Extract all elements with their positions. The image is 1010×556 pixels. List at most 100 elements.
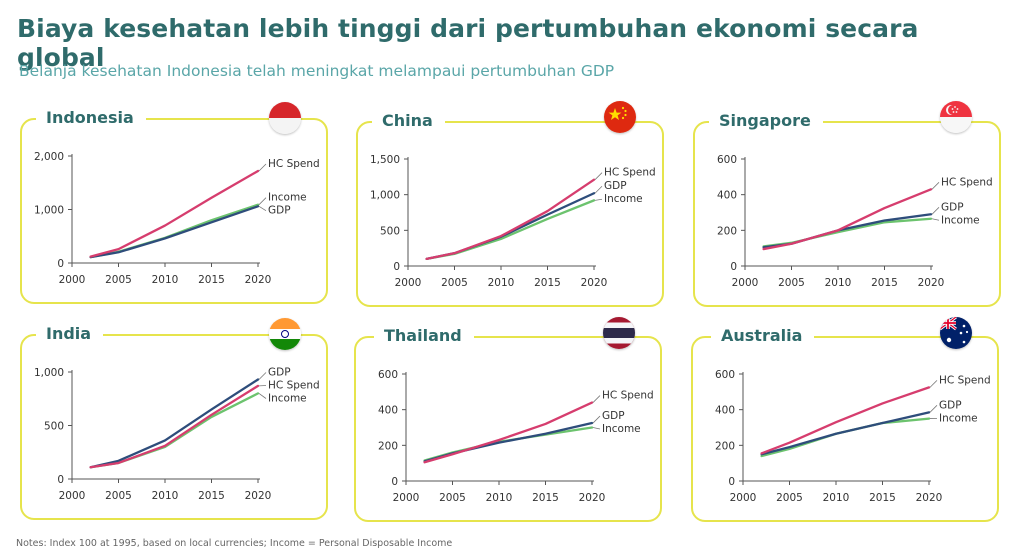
series-line-gdp-indonesia	[89, 205, 260, 259]
chart-australia: 0 200 400 600 2000 2005 2010 2015 2020 HC Spend GD…	[715, 369, 991, 504]
x-tick-label: 2010	[488, 277, 515, 289]
series-label-income: Income	[268, 192, 307, 204]
y-tick-label: 500	[380, 225, 400, 237]
y-tick-label: 1,500	[370, 154, 400, 166]
x-tick-label: 2005	[441, 277, 468, 289]
y-tick-label: 2,000	[34, 151, 64, 163]
series-label-gdp: GDP	[939, 399, 962, 411]
x-tick-label: 2000	[59, 274, 86, 286]
panel-title-indonesia: Indonesia	[36, 108, 146, 127]
y-tick-label: 600	[717, 154, 737, 166]
series-line-hc-spend-india	[89, 384, 260, 469]
x-tick-label: 2015	[871, 277, 898, 289]
x-tick-label: 2015	[534, 277, 561, 289]
x-tick-label: 2015	[198, 490, 225, 502]
y-tick-label: 0	[728, 476, 735, 488]
label-leader	[258, 393, 267, 399]
y-tick-label: 400	[715, 405, 735, 417]
panel-title-china: China	[372, 111, 445, 130]
series-line-hc-spend-indonesia	[89, 169, 260, 258]
label-leader	[258, 372, 267, 380]
x-tick-label: 2010	[825, 277, 852, 289]
y-tick-label: 400	[378, 405, 398, 417]
x-tick-label: 2000	[732, 277, 759, 289]
series-label-income: Income	[941, 214, 980, 226]
series-line-income-india	[89, 392, 260, 469]
y-tick-label: 200	[378, 440, 398, 452]
panel-title-india: India	[36, 324, 104, 343]
x-tick-label: 2010	[823, 492, 850, 504]
x-tick-label: 2015	[198, 274, 225, 286]
x-tick-label: 2000	[730, 492, 757, 504]
series-label-hc-spend: HC Spend	[941, 176, 993, 188]
chart-china: 0 500 1,000 1,500 2000 2005 2010 2015 2020 HC Spe…	[370, 154, 656, 289]
x-tick-label: 2005	[105, 274, 132, 286]
chart-thailand: 0 200 400 600 2000 2005 2010 2015 2020 HC Spend GD…	[378, 369, 654, 504]
series-label-gdp: GDP	[602, 410, 625, 422]
x-tick-label: 2005	[439, 492, 466, 504]
series-line-income-china	[425, 199, 596, 261]
series-label-hc-spend: HC Spend	[268, 379, 320, 391]
y-tick-label: 0	[730, 261, 737, 273]
y-tick-label: 0	[393, 261, 400, 273]
label-leader	[931, 207, 940, 215]
series-line-income-australia	[760, 417, 931, 458]
panel-indonesia	[20, 118, 328, 304]
series-label-income: Income	[602, 423, 641, 435]
label-leader	[594, 198, 603, 201]
series-label-gdp: GDP	[268, 366, 291, 378]
y-tick-label: 400	[717, 190, 737, 202]
label-leader	[258, 205, 267, 212]
y-tick-label: 1,000	[370, 190, 400, 202]
x-tick-label: 2020	[245, 274, 272, 286]
panel-australia	[691, 336, 999, 522]
y-tick-label: 200	[715, 440, 735, 452]
x-tick-label: 2010	[486, 492, 513, 504]
panel-title-australia: Australia	[711, 326, 815, 345]
series-label-income: Income	[604, 193, 643, 205]
series-label-income: Income	[268, 392, 307, 404]
panel-title-singapore: Singapore	[709, 111, 823, 130]
series-line-hc-spend-australia	[760, 386, 931, 455]
label-leader	[929, 380, 938, 388]
series-line-income-singapore	[762, 217, 933, 248]
x-tick-label: 2020	[916, 492, 943, 504]
label-leader	[258, 163, 267, 172]
x-tick-label: 2020	[581, 277, 608, 289]
label-leader	[931, 218, 940, 221]
x-tick-label: 2020	[579, 492, 606, 504]
indonesia-flag	[269, 102, 301, 134]
series-label-hc-spend: HC Spend	[604, 167, 656, 179]
y-tick-label: 0	[57, 258, 64, 270]
y-tick-label: 0	[57, 474, 64, 486]
series-label-income: Income	[939, 412, 978, 424]
panel-singapore	[693, 121, 1001, 307]
x-tick-label: 2005	[105, 490, 132, 502]
x-tick-label: 2000	[395, 277, 422, 289]
y-tick-label: 1,000	[34, 205, 64, 217]
series-line-hc-spend-singapore	[762, 188, 933, 251]
y-tick-label: 1,000	[34, 367, 64, 379]
x-tick-label: 2000	[59, 490, 86, 502]
label-leader	[929, 405, 938, 413]
panel-india	[20, 334, 328, 520]
india-flag	[269, 318, 301, 350]
page-title: Biaya kesehatan lebih tinggi dari pertum…	[17, 14, 919, 72]
singapore-flag	[940, 101, 972, 133]
series-label-gdp: GDP	[604, 180, 627, 192]
thailand-flag	[603, 317, 635, 349]
x-tick-label: 2020	[245, 490, 272, 502]
label-leader	[592, 395, 601, 403]
series-label-hc-spend: HC Spend	[939, 374, 991, 386]
y-tick-label: 600	[715, 369, 735, 381]
page-subtitle: Belanja kesehatan Indonesia telah mening…	[19, 62, 615, 80]
label-leader	[931, 182, 940, 190]
panel-thailand	[354, 336, 662, 522]
series-line-gdp-australia	[760, 411, 931, 456]
label-leader	[258, 197, 267, 205]
x-tick-label: 2005	[778, 277, 805, 289]
china-flag	[604, 101, 636, 133]
x-tick-label: 2010	[152, 490, 179, 502]
panel-title-thailand: Thailand	[374, 326, 474, 345]
